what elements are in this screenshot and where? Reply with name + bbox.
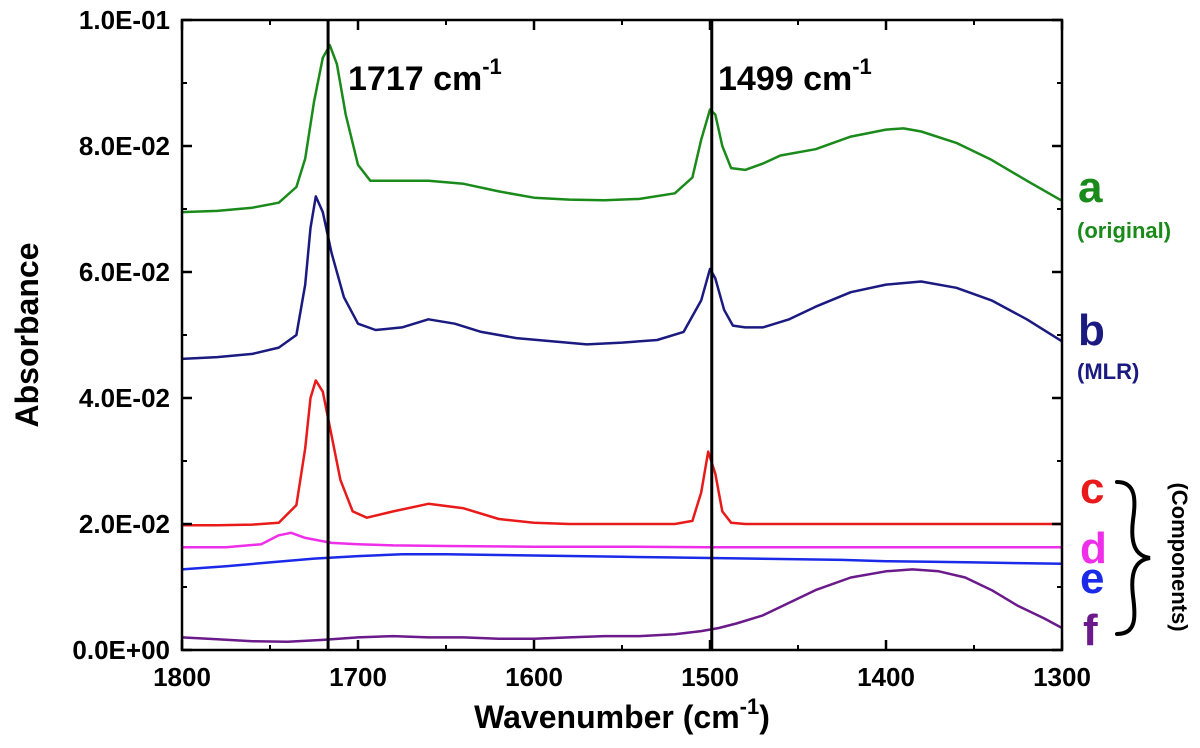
series-line-f [181,568,1063,644]
y-tick-label: 2.0E-02 [79,509,170,539]
x-tick-label: 1400 [857,662,915,692]
y-tick-label: 6.0E-02 [79,257,170,287]
components-group-label: (Components) [1167,482,1192,631]
x-axis-title-sup: -1 [740,694,760,719]
series-line-a [181,43,1063,214]
x-axis-title-main: Wavenumber (cm [474,699,740,735]
series-a-label: a [1078,163,1103,212]
x-tick-label: 1800 [153,662,211,692]
annotation-1717: 1717 cm-1 [348,54,502,98]
annotation-1717-text: 1717 cm [348,60,482,98]
plot-frame [180,18,1064,652]
series-a-sublabel: (original) [1077,218,1171,243]
y-tick-label: 4.0E-02 [79,383,170,413]
components-brace-icon [1115,480,1151,636]
annotation-lines [326,20,714,650]
annotation-1499-sup: -1 [852,54,872,79]
series-c-label: c [1080,464,1104,513]
series-line-b [181,195,1063,361]
y-tick-label: 0.0E+00 [72,635,170,665]
x-axis-title: Wavenumber (cm-1) [474,694,770,735]
series-e-label: e [1080,554,1104,603]
x-tick-label: 1600 [505,662,563,692]
x-tick-label: 1700 [329,662,387,692]
series-d-label: d [1080,524,1107,573]
annotation-1717-sup: -1 [482,54,502,79]
ticks-layer: 1800 1700 1600 1500 1400 1300 0.0E+00 2.0E-02 4.… [72,5,1091,692]
y-axis-title: Absorbance [9,243,45,428]
annotation-1499-text: 1499 cm [718,60,852,98]
y-tick-label: 1.0E-01 [79,5,170,35]
series-b-label: b [1078,306,1105,355]
x-tick-label: 1500 [681,662,739,692]
series-line-d [182,531,1062,549]
series-f-label: f [1083,606,1098,655]
x-tick-label: 1300 [1033,662,1091,692]
y-tick-label: 8.0E-02 [79,131,170,161]
annotation-1499: 1499 cm-1 [718,54,872,98]
series-b-sublabel: (MLR) [1077,359,1139,384]
series-line-e [181,552,1063,571]
x-axis-title-end: ) [759,699,770,735]
series-layer [181,43,1063,644]
series-line-c [182,379,1062,527]
